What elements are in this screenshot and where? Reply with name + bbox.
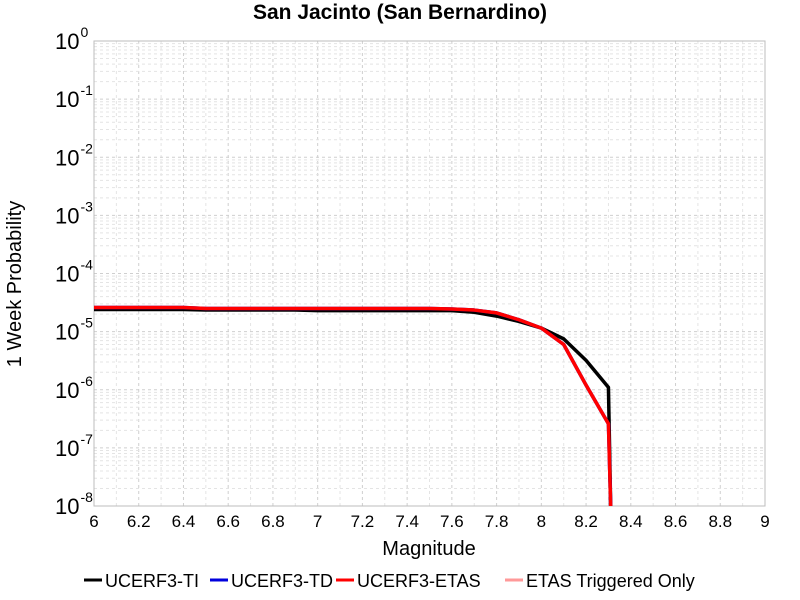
legend-item: UCERF3-TD bbox=[210, 571, 333, 591]
legend-label: UCERF3-TI bbox=[105, 571, 199, 591]
x-tick-label: 6.6 bbox=[216, 512, 240, 531]
y-tick-label: 100 bbox=[55, 24, 88, 54]
x-tick-label: 7 bbox=[313, 512, 322, 531]
legend-item: UCERF3-ETAS bbox=[336, 571, 481, 591]
y-axis-ticks: 100 10-1 10-2 10-3 10-4 10-5 10-6 10-7 10-8 bbox=[55, 24, 93, 519]
x-tick-label: 7.6 bbox=[440, 512, 464, 531]
y-tick-label: 10-2 bbox=[55, 140, 93, 170]
plot-frame bbox=[93, 40, 766, 507]
x-tick-label: 7.8 bbox=[485, 512, 509, 531]
x-tick-label: 8.6 bbox=[664, 512, 688, 531]
y-tick-label: 10-8 bbox=[55, 489, 93, 519]
series-line-ucerf3-etas bbox=[94, 305, 613, 507]
x-tick-label: 6 bbox=[89, 512, 98, 531]
y-tick-label: 10-4 bbox=[55, 257, 93, 287]
x-tick-label: 8.4 bbox=[619, 512, 643, 531]
legend-label: UCERF3-ETAS bbox=[357, 571, 481, 591]
legend-label: UCERF3-TD bbox=[231, 571, 333, 591]
y-axis-label: 1 Week Probability bbox=[4, 201, 26, 367]
x-axis-label: Magnitude bbox=[382, 538, 475, 560]
y-tick-label: 10-6 bbox=[55, 373, 93, 403]
y-tick-label: 10-7 bbox=[55, 431, 93, 461]
x-tick-label: 6.2 bbox=[127, 512, 151, 531]
x-tick-label: 9 bbox=[760, 512, 769, 531]
x-tick-label: 8.2 bbox=[574, 512, 598, 531]
series-layer bbox=[94, 305, 613, 507]
y-tick-label: 10-3 bbox=[55, 198, 93, 228]
x-tick-label: 8 bbox=[537, 512, 546, 531]
x-tick-label: 7.4 bbox=[395, 512, 419, 531]
legend-item: ETAS Triggered Only bbox=[505, 571, 695, 591]
legend-label: ETAS Triggered Only bbox=[526, 571, 695, 591]
x-axis-ticks: 6 6.2 6.4 6.6 6.8 7 7.2 7.4 7.6 7.8 8 8.2 8.4 8.6 8.8 9 bbox=[89, 512, 769, 531]
x-tick-label: 6.8 bbox=[261, 512, 285, 531]
x-tick-label: 8.8 bbox=[708, 512, 732, 531]
x-tick-label: 7.2 bbox=[351, 512, 375, 531]
chart-title: San Jacinto (San Bernardino) bbox=[253, 1, 547, 24]
y-tick-label: 10-1 bbox=[55, 82, 93, 112]
x-tick-label: 6.4 bbox=[172, 512, 196, 531]
grid bbox=[93, 41, 766, 507]
legend-item: UCERF3-TI bbox=[84, 571, 199, 591]
legend: UCERF3-TI UCERF3-TD UCERF3-ETAS ETAS Trigge… bbox=[84, 571, 695, 591]
y-tick-label: 10-5 bbox=[55, 315, 93, 345]
